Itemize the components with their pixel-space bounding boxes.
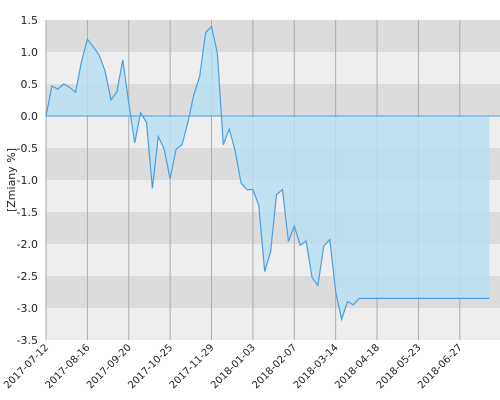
y-axis: 1.5 1.0 0.5 0.0 -0.5 -1.0 -1.5 -2.0 -2.5 -3.0 -3.5 (17, 14, 38, 347)
y-tick-label: -2.0 (17, 238, 38, 251)
series-area (46, 26, 490, 320)
y-tick-label: -1.0 (17, 174, 38, 187)
x-tick-label: 2018-06-27 (416, 342, 465, 391)
y-tick-label: -2.5 (17, 270, 38, 283)
y-tick-label: 0.0 (21, 110, 39, 123)
x-axis: 2017-07-122017-08-162017-09-202017-10-25… (2, 342, 465, 391)
grid-band (46, 308, 500, 340)
y-tick-label: 1.5 (21, 14, 39, 27)
plot-area (45, 25, 500, 322)
y-tick-label: 1.0 (21, 46, 39, 59)
y-tick-label: 0.5 (21, 78, 39, 91)
y-tick-label: -3.5 (17, 334, 38, 347)
series-line (45, 25, 490, 322)
y-axis-label: [Zmiany %] (5, 148, 18, 212)
grid-band (46, 20, 500, 52)
y-tick-label: -0.5 (17, 142, 38, 155)
y-tick-label: -3.0 (17, 302, 38, 315)
grid-band (46, 52, 500, 84)
y-tick-label: -1.5 (17, 206, 38, 219)
